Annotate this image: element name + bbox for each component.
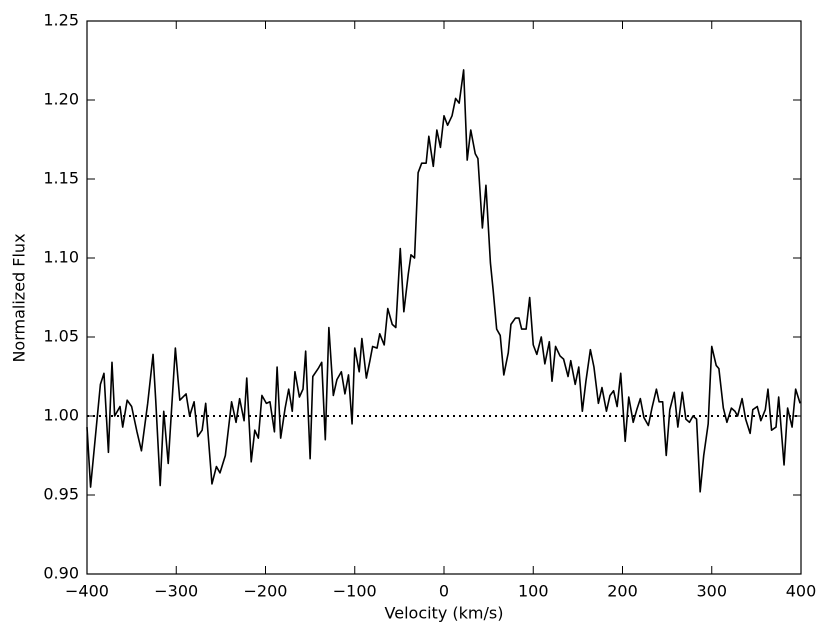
x-tick-label: −200 (244, 582, 288, 601)
x-tick-label: 300 (696, 582, 727, 601)
y-tick-label: 1.15 (43, 169, 79, 188)
y-tick-label: 1.10 (43, 248, 79, 267)
y-axis-label: Normalized Flux (10, 233, 29, 362)
x-tick-label: −400 (65, 582, 109, 601)
x-axis-label: Velocity (km/s) (385, 604, 504, 623)
x-tick-label: −300 (154, 582, 198, 601)
x-tick-label: 100 (518, 582, 549, 601)
y-tick-label: 1.20 (43, 90, 79, 109)
x-tick-label: 200 (607, 582, 638, 601)
y-tick-label: 0.95 (43, 485, 79, 504)
x-tick-label: −100 (333, 582, 377, 601)
y-tick-label: 1.25 (43, 11, 79, 30)
y-tick-label: 1.00 (43, 406, 79, 425)
x-tick-label: 400 (786, 582, 817, 601)
y-tick-label: 0.90 (43, 564, 79, 583)
y-tick-label: 1.05 (43, 327, 79, 346)
plot-frame (86, 20, 802, 575)
x-tick-label: 0 (439, 582, 449, 601)
data-line (86, 69, 801, 493)
